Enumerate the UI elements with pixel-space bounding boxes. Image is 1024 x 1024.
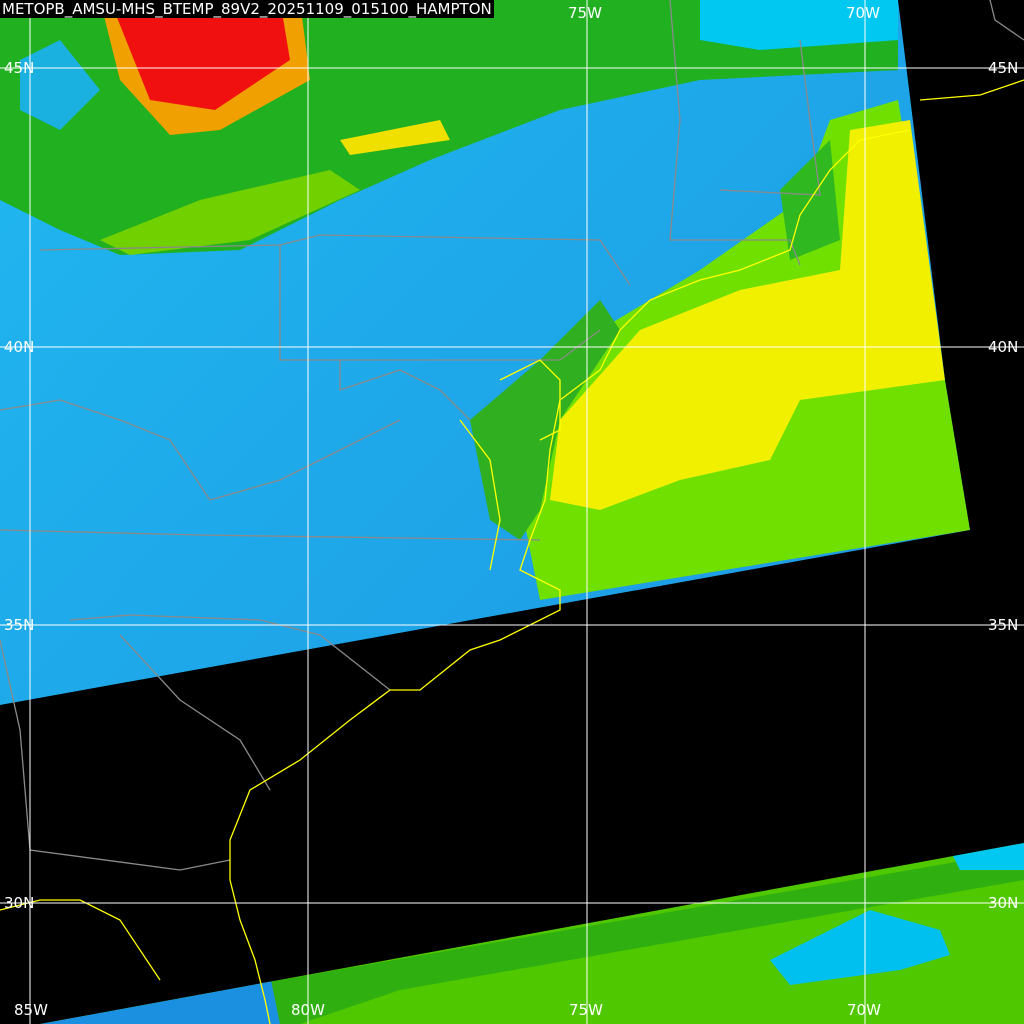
lat-label-right-30n: 30N — [988, 894, 1019, 912]
lon-label-bottom-75w: 75W — [569, 1001, 603, 1019]
lon-label-bottom-85w: 85W — [14, 1001, 48, 1019]
swath-lower — [40, 843, 1024, 1024]
lat-label-right-35n: 35N — [988, 616, 1019, 634]
lat-label-right-45n: 45N — [988, 59, 1019, 77]
lat-label-left-45n: 45N — [4, 59, 35, 77]
lat-label-left-35n: 35N — [4, 616, 35, 634]
lat-label-left-30n: 30N — [4, 894, 35, 912]
lon-label-top-75w: 75W — [568, 4, 602, 22]
coastline — [0, 79, 1024, 1024]
lat-label-left-40n: 40N — [4, 338, 35, 356]
lon-label-bottom-80w: 80W — [291, 1001, 325, 1019]
lon-label-bottom-70w: 70W — [847, 1001, 881, 1019]
lat-label-right-40n: 40N — [988, 338, 1019, 356]
image-title: METOPB_AMSU-MHS_BTEMP_89V2_20251109_0151… — [0, 0, 494, 18]
lon-label-top-70w: 70W — [846, 4, 880, 22]
